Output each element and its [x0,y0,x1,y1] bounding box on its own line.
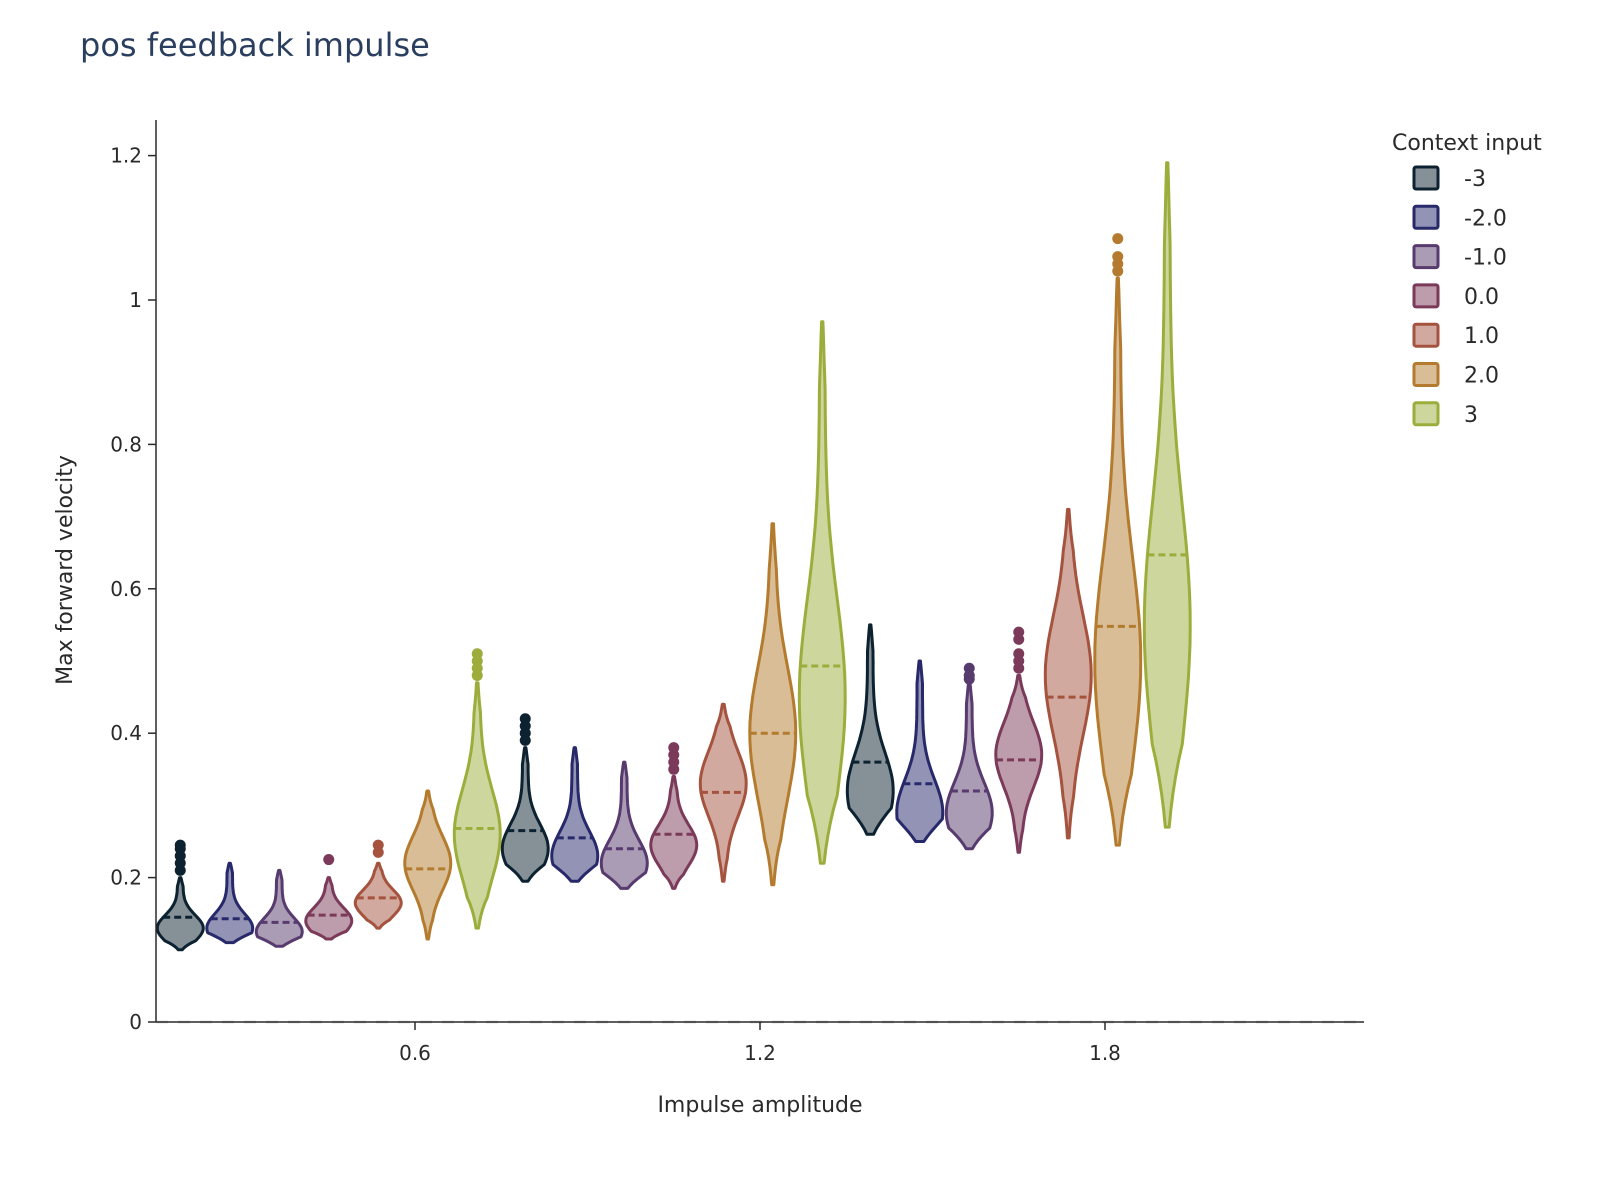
violin-3-1.65 [1142,161,1192,829]
violin-2.0-0.45 [403,789,453,941]
violin-3-0.45 [452,681,502,930]
violin--1.0-1.05 [599,760,649,890]
violin-3-1.05 [797,320,847,865]
legend-label: 1.0 [1464,324,1499,349]
violin--2.0-0.45 [205,861,255,945]
violin-0.0-1.05 [649,775,699,890]
violin-1.0-0.45 [353,861,403,930]
violin--1.0-0.45 [254,868,304,948]
legend-swatch [1412,165,1440,191]
y-axis-title: Max forward velocity [53,455,78,685]
violin-2.0-1.65 [1093,276,1143,847]
violin-0.0-0.45 [304,876,354,941]
x-tick-label: 1.8 [1089,1041,1121,1065]
violins-layer [155,161,1192,952]
legend-label: 2.0 [1464,364,1499,389]
violin-outlier [1013,648,1025,660]
legend-swatch [1412,283,1440,309]
violin-outlier [1112,233,1124,245]
y-tick-label: 1.2 [110,144,142,168]
violin--3-0.45 [155,876,205,952]
violin-2.0-1.05 [748,522,798,887]
legend-label: 0.0 [1464,285,1499,310]
legend-swatch [1412,322,1440,348]
violin-outlier [519,713,531,725]
violin-outlier [323,854,335,866]
x-axis-title: Impulse amplitude [657,1093,862,1118]
violin-outlier [668,742,680,754]
y-tick-label: 0 [129,1010,142,1034]
axes-layer: 0 0.2 0.4 0.6 0.8 1 1.2 0.6 1.2 1.8 [110,120,1364,1065]
legend-swatch [1412,362,1440,387]
legend-label: -2.0 [1464,206,1507,231]
violin--3-1.65 [845,623,895,836]
violin-outlier [963,662,975,674]
violin-1.0-1.65 [1043,507,1093,840]
y-tick-label: 1 [129,288,142,312]
legend-swatch [1412,401,1440,427]
legend-swatch [1412,204,1440,230]
y-tick-label: 0.8 [110,432,142,456]
violin--1.0-1.65 [944,681,994,851]
y-tick-label: 0.4 [110,721,142,745]
legend-label: -1.0 [1464,246,1507,271]
violin--3-1.05 [500,746,550,883]
y-tick-label: 0.2 [110,866,142,890]
violin-outlier [372,839,384,851]
legend-title: Context input [1392,131,1542,156]
x-tick-label: 1.2 [744,1041,776,1065]
chart-title: pos feedback impulse [80,26,430,64]
legend: Context input -3 -2.0 -1.0 0.0 1.0 2.0 3 [1392,131,1542,428]
legend-swatch [1412,244,1440,270]
legend-label: 3 [1464,403,1478,428]
y-tick-label: 0.6 [110,577,142,601]
violin-outlier [174,839,186,851]
violin-outlier [1112,251,1124,263]
violin-0.0-1.65 [994,673,1044,854]
violin-outlier [1013,626,1025,638]
violin-outlier [471,648,483,660]
violin--2.0-1.05 [550,746,600,883]
legend-label: -3 [1464,167,1486,192]
violin--2.0-1.65 [895,659,945,843]
x-tick-label: 0.6 [399,1041,431,1065]
